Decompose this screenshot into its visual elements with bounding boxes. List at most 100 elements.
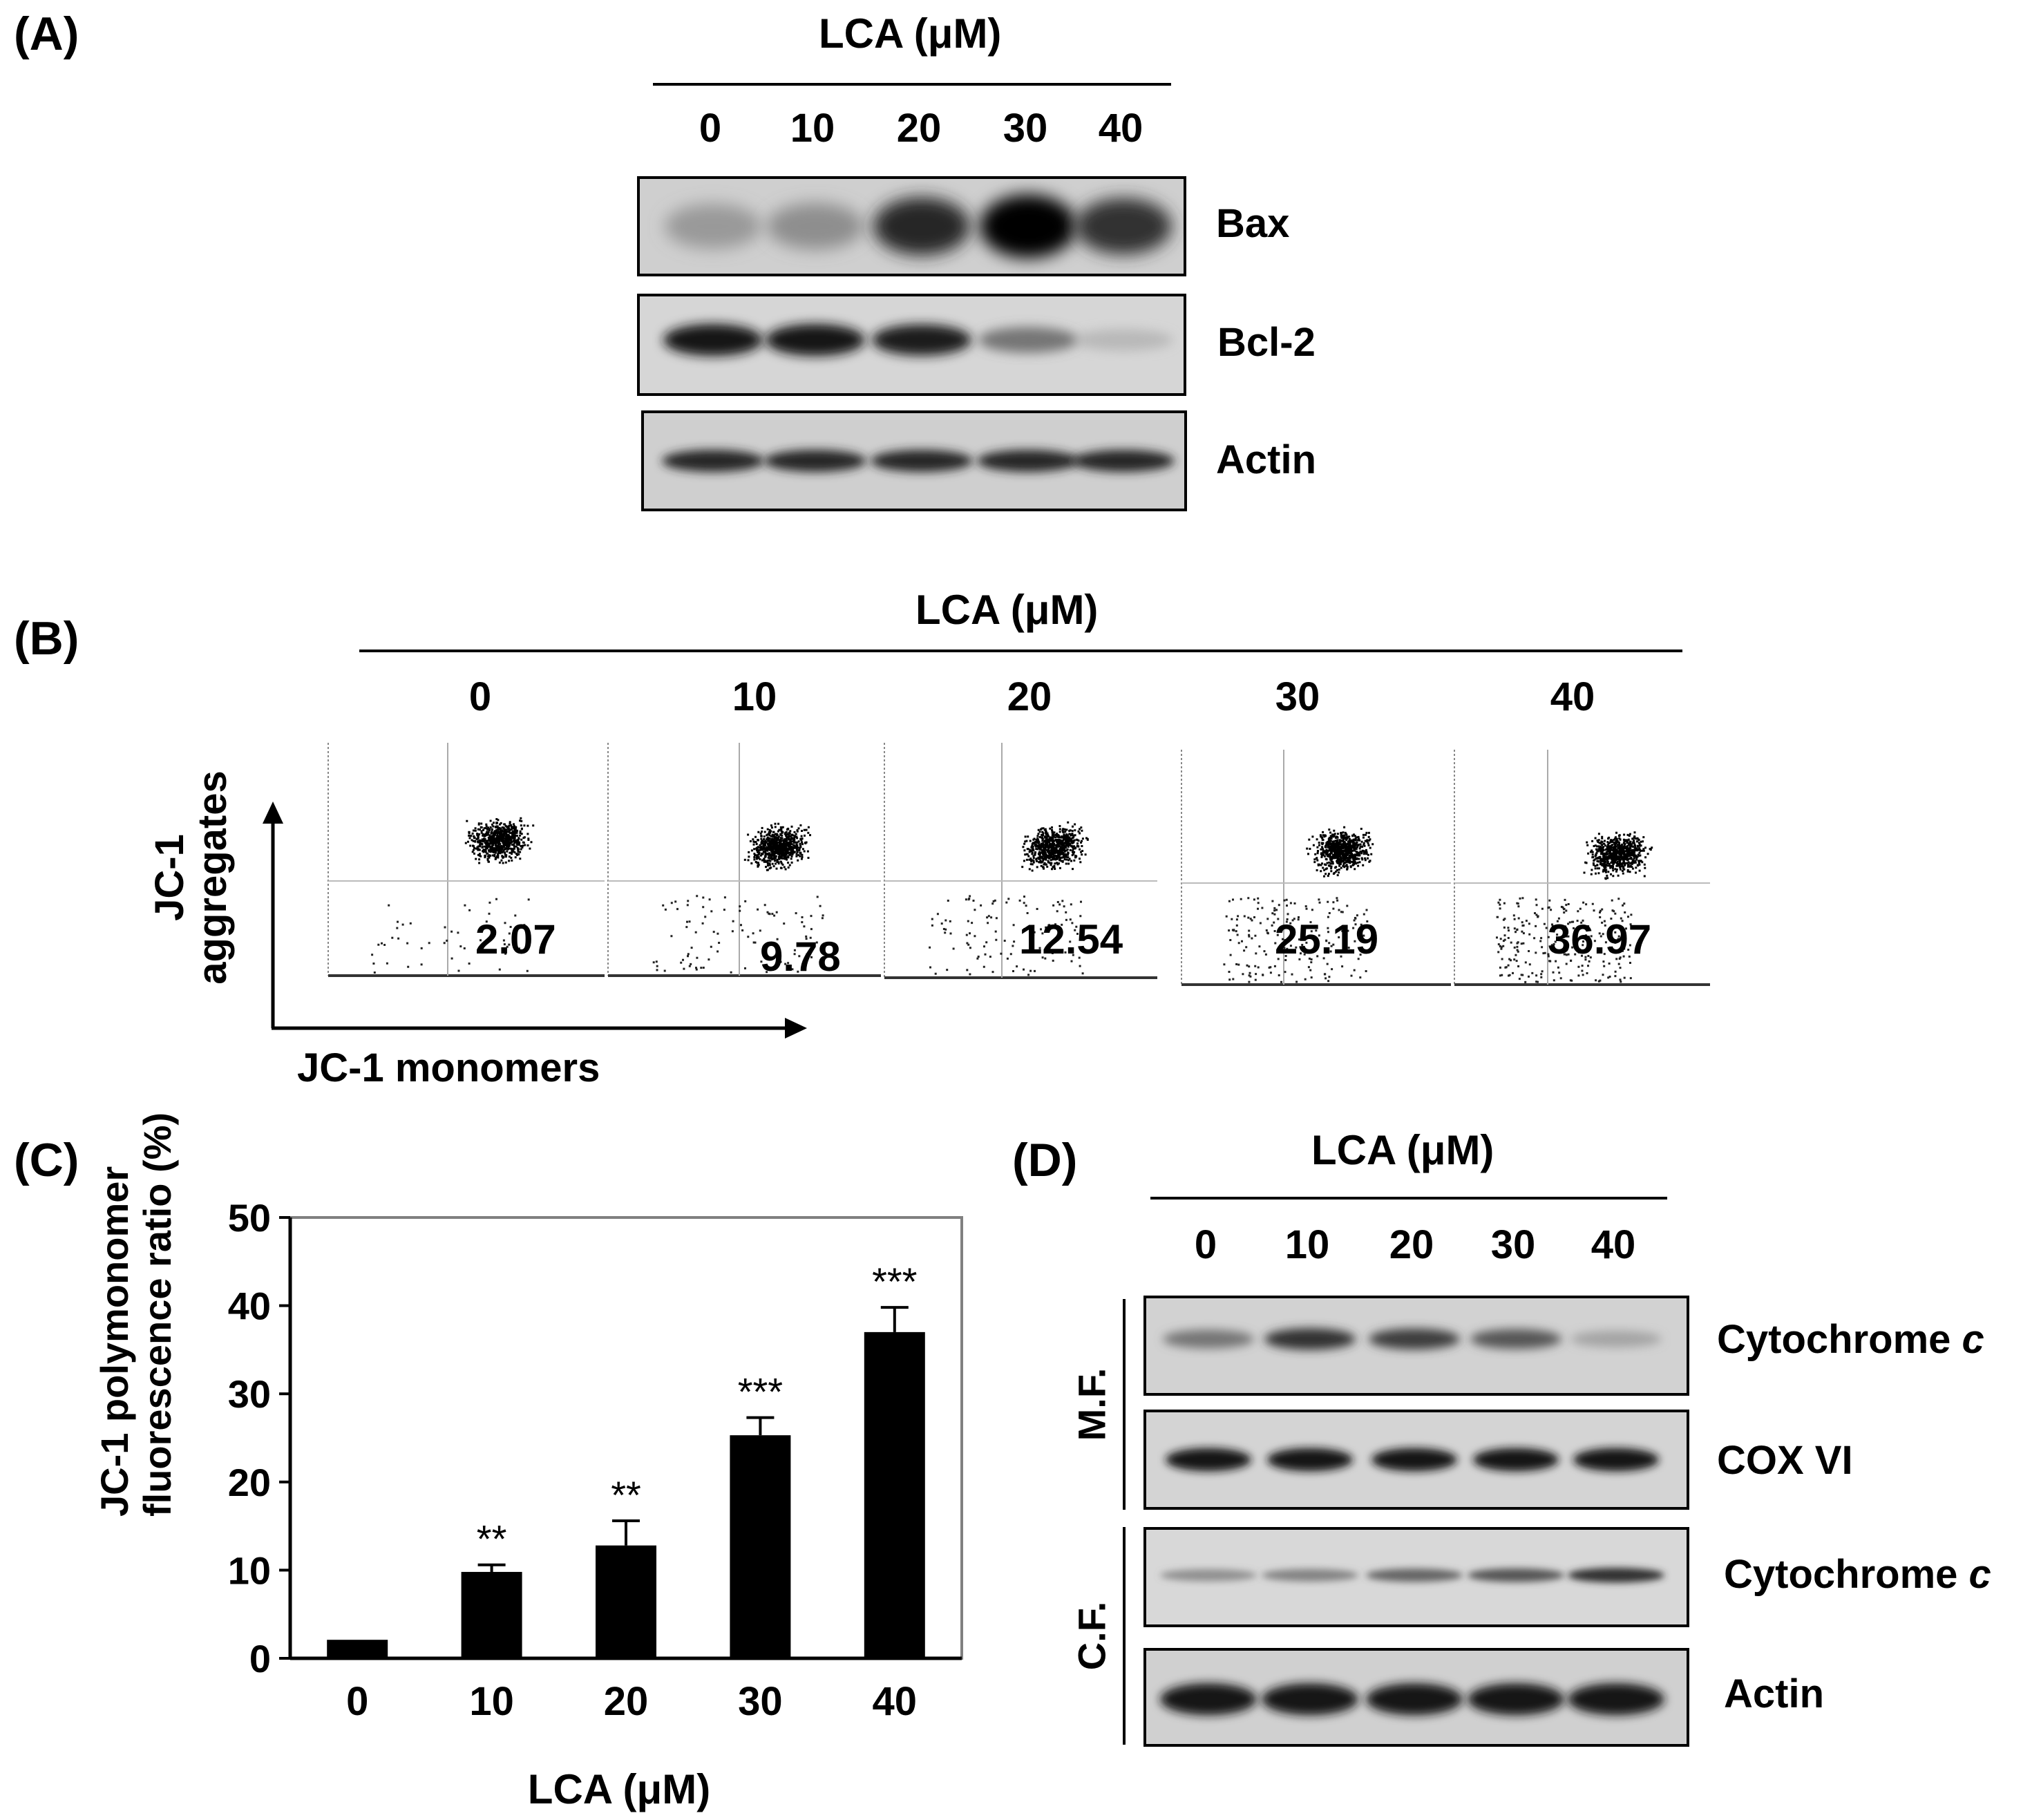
x-tick-label-20: 20: [604, 1679, 649, 1724]
fraction-mf: M.F.: [1070, 1367, 1114, 1441]
error-bar-20: [612, 1519, 640, 1546]
x-tick-label-30: 30: [738, 1679, 783, 1724]
y-tick-label-50: 50: [228, 1196, 271, 1240]
panel-b-lane-40: 40: [1550, 674, 1595, 719]
actin-band-0: [662, 450, 764, 472]
panel-b-label: (B): [14, 612, 79, 665]
mf-cyto-band-3: [1470, 1329, 1561, 1349]
cf-actin-band-0: [1160, 1683, 1257, 1716]
bcl2-band-2: [872, 324, 971, 356]
panel-b-header: LCA (μM): [915, 587, 1099, 633]
actin-band-3: [977, 450, 1079, 472]
flow-axes: [263, 802, 807, 1039]
blot-bcl2: [637, 294, 1186, 396]
blot-bax: [637, 176, 1186, 276]
cf-actin-band-3: [1468, 1683, 1564, 1716]
cox-band-2: [1371, 1448, 1457, 1472]
error-bar-40: [880, 1306, 909, 1332]
panel-d-lane-40: 40: [1591, 1222, 1636, 1267]
blot-mf-cytochrome: [1143, 1296, 1689, 1396]
flow-value-2: 12.54: [1019, 916, 1123, 963]
panel-a-header: LCA (μM): [819, 10, 1002, 57]
actin-band-2: [871, 450, 973, 472]
bcl2-band-4: [1074, 329, 1173, 351]
y-tick-label-20: 20: [228, 1461, 271, 1504]
flow-y-axis-title: JC-1 aggregates: [90, 770, 311, 984]
significance-20: **: [611, 1473, 641, 1517]
panel-a-label: (A): [14, 8, 79, 60]
cf-actin-band-1: [1262, 1683, 1358, 1716]
blot-cox-vi: [1143, 1410, 1689, 1510]
cf-cyto-band-1: [1262, 1568, 1358, 1582]
flow-plot-4: [1454, 750, 1710, 986]
panel-b-lane-10: 10: [732, 674, 777, 719]
flow-y-axis-line1: JC-1: [147, 834, 192, 921]
cf-cyto-band-0: [1160, 1568, 1257, 1582]
panel-d-header: LCA (μM): [1311, 1127, 1494, 1173]
flow-value-4: 36.97: [1548, 916, 1652, 963]
x-tick-label-10: 10: [469, 1679, 514, 1724]
panel-b-lane-20: 20: [1007, 674, 1052, 719]
significance-10: **: [477, 1517, 507, 1561]
bax-band-1: [767, 202, 864, 250]
y-tick-label-10: 10: [228, 1548, 271, 1592]
protein-label-cf-actin: Actin: [1724, 1671, 1824, 1716]
mf-cyto-band-0: [1163, 1329, 1254, 1349]
panel-b-header-rule: [359, 650, 1682, 652]
panel-d-lane-20: 20: [1389, 1222, 1434, 1267]
bar-40: [864, 1331, 925, 1658]
cox-band-0: [1166, 1448, 1251, 1472]
bar-0: [327, 1640, 388, 1658]
cf-cyto-band-4: [1568, 1568, 1664, 1583]
cf-bracket: [1123, 1527, 1126, 1745]
chart-x-axis-title: LCA (μM): [528, 1766, 710, 1812]
flow-plot-0: [327, 743, 605, 977]
protein-label-bax: Bax: [1216, 201, 1290, 246]
blot-cf-cytochrome: [1143, 1527, 1689, 1627]
bcl2-band-3: [978, 327, 1078, 353]
cox-band-1: [1267, 1448, 1353, 1472]
y-tick-label-30: 30: [228, 1372, 271, 1416]
mf-cyto-band-1: [1264, 1328, 1356, 1350]
cf-cyto-band-3: [1468, 1568, 1564, 1582]
bar-10: [461, 1571, 522, 1658]
cytochrome-suffix-2: c: [1968, 1552, 1991, 1597]
error-bar-30: [746, 1416, 775, 1436]
protein-label-cf-cytochrome: Cytochrome c: [1724, 1552, 1991, 1597]
mf-cyto-band-4: [1570, 1330, 1662, 1347]
panel-d-label: (D): [1012, 1134, 1078, 1186]
y-tick-label-0: 0: [249, 1637, 271, 1680]
flow-value-1: 9.78: [760, 933, 841, 980]
bax-band-0: [665, 203, 761, 249]
significance-40: ***: [872, 1260, 917, 1303]
panel-d-lane-30: 30: [1490, 1222, 1536, 1267]
chart-y-axis-line2: fluorescence ratio (%): [135, 1112, 179, 1517]
flow-cytometry-plots: [263, 743, 1710, 1039]
error-bar-10: [477, 1563, 506, 1572]
actin-band-4: [1072, 450, 1175, 472]
y-tick-label-40: 40: [228, 1285, 271, 1328]
panel-a-lane-0: 0: [699, 106, 722, 151]
protein-label-mf-cytochrome: Cytochrome c: [1717, 1317, 1984, 1362]
protein-label-actin: Actin: [1216, 437, 1316, 482]
cf-actin-band-4: [1568, 1683, 1664, 1716]
flow-plot-2: [884, 743, 1157, 979]
panel-d-lane-10: 10: [1284, 1222, 1330, 1267]
mf-cyto-band-2: [1369, 1328, 1460, 1350]
panel-a-header-rule: [653, 83, 1171, 86]
cf-cyto-band-2: [1366, 1568, 1463, 1582]
flow-value-0: 2.07: [475, 916, 556, 963]
flow-x-axis-title: JC-1 monomers: [297, 1045, 600, 1090]
bcl2-band-1: [766, 323, 865, 357]
panel-d-header-rule: [1150, 1197, 1667, 1200]
cox-band-3: [1473, 1448, 1559, 1472]
flow-value-3: 25.19: [1275, 916, 1379, 963]
x-tick-label-0: 0: [346, 1679, 368, 1724]
protein-label-cox-vi: COX VI: [1717, 1438, 1853, 1483]
cox-band-4: [1573, 1448, 1659, 1472]
panel-a-lane-30: 30: [1003, 106, 1048, 151]
x-tick-label-40: 40: [873, 1679, 918, 1724]
flow-plot-3: [1181, 750, 1451, 986]
bax-band-4: [1075, 198, 1172, 255]
panel-a-lane-10: 10: [790, 106, 835, 151]
